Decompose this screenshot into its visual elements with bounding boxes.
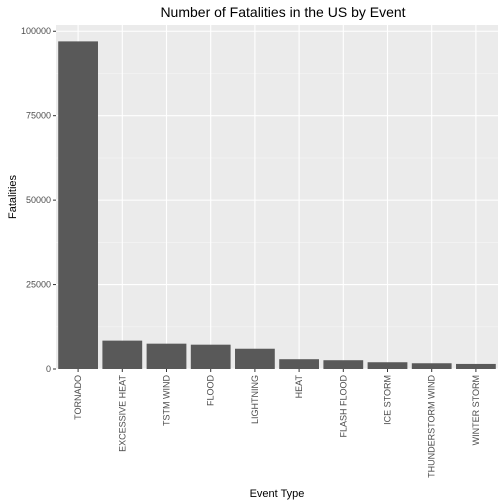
y-tick-label: 100000 — [21, 26, 51, 36]
y-axis-title: Fatalities — [7, 174, 19, 219]
x-tick-label: EXCESSIVE HEAT — [117, 375, 127, 452]
bar — [412, 363, 452, 369]
x-tick-label: FLOOD — [206, 375, 216, 407]
x-tick-label: TSTM WIND — [162, 375, 172, 426]
chart-title: Number of Fatalities in the US by Event — [160, 4, 405, 20]
y-axis: 0 25000 50000 75000 100000 — [21, 26, 56, 374]
y-tick-label: 0 — [46, 364, 51, 374]
bar — [456, 364, 496, 369]
x-axis: TORNADO EXCESSIVE HEAT TSTM WIND FLOOD LIGHT… — [73, 369, 481, 478]
y-tick-label: 75000 — [26, 111, 51, 121]
bar — [368, 362, 408, 369]
bar — [58, 41, 98, 369]
bar — [235, 349, 275, 369]
bar — [191, 345, 231, 369]
x-tick-label: THUNDERSTORM WIND — [427, 375, 437, 478]
y-tick-label: 25000 — [26, 280, 51, 290]
x-tick-label: FLASH FLOOD — [338, 375, 348, 438]
bar — [323, 360, 363, 369]
x-tick-label: ICE STORM — [383, 375, 393, 425]
x-axis-title: Event Type — [250, 488, 305, 500]
bar — [102, 341, 142, 369]
y-tick-label: 50000 — [26, 195, 51, 205]
x-tick-label: WINTER STORM — [471, 375, 481, 445]
x-tick-label: LIGHTNING — [250, 375, 260, 424]
x-tick-label: HEAT — [294, 375, 304, 399]
x-tick-label: TORNADO — [73, 375, 83, 420]
bar — [279, 359, 319, 369]
bar — [147, 344, 187, 369]
